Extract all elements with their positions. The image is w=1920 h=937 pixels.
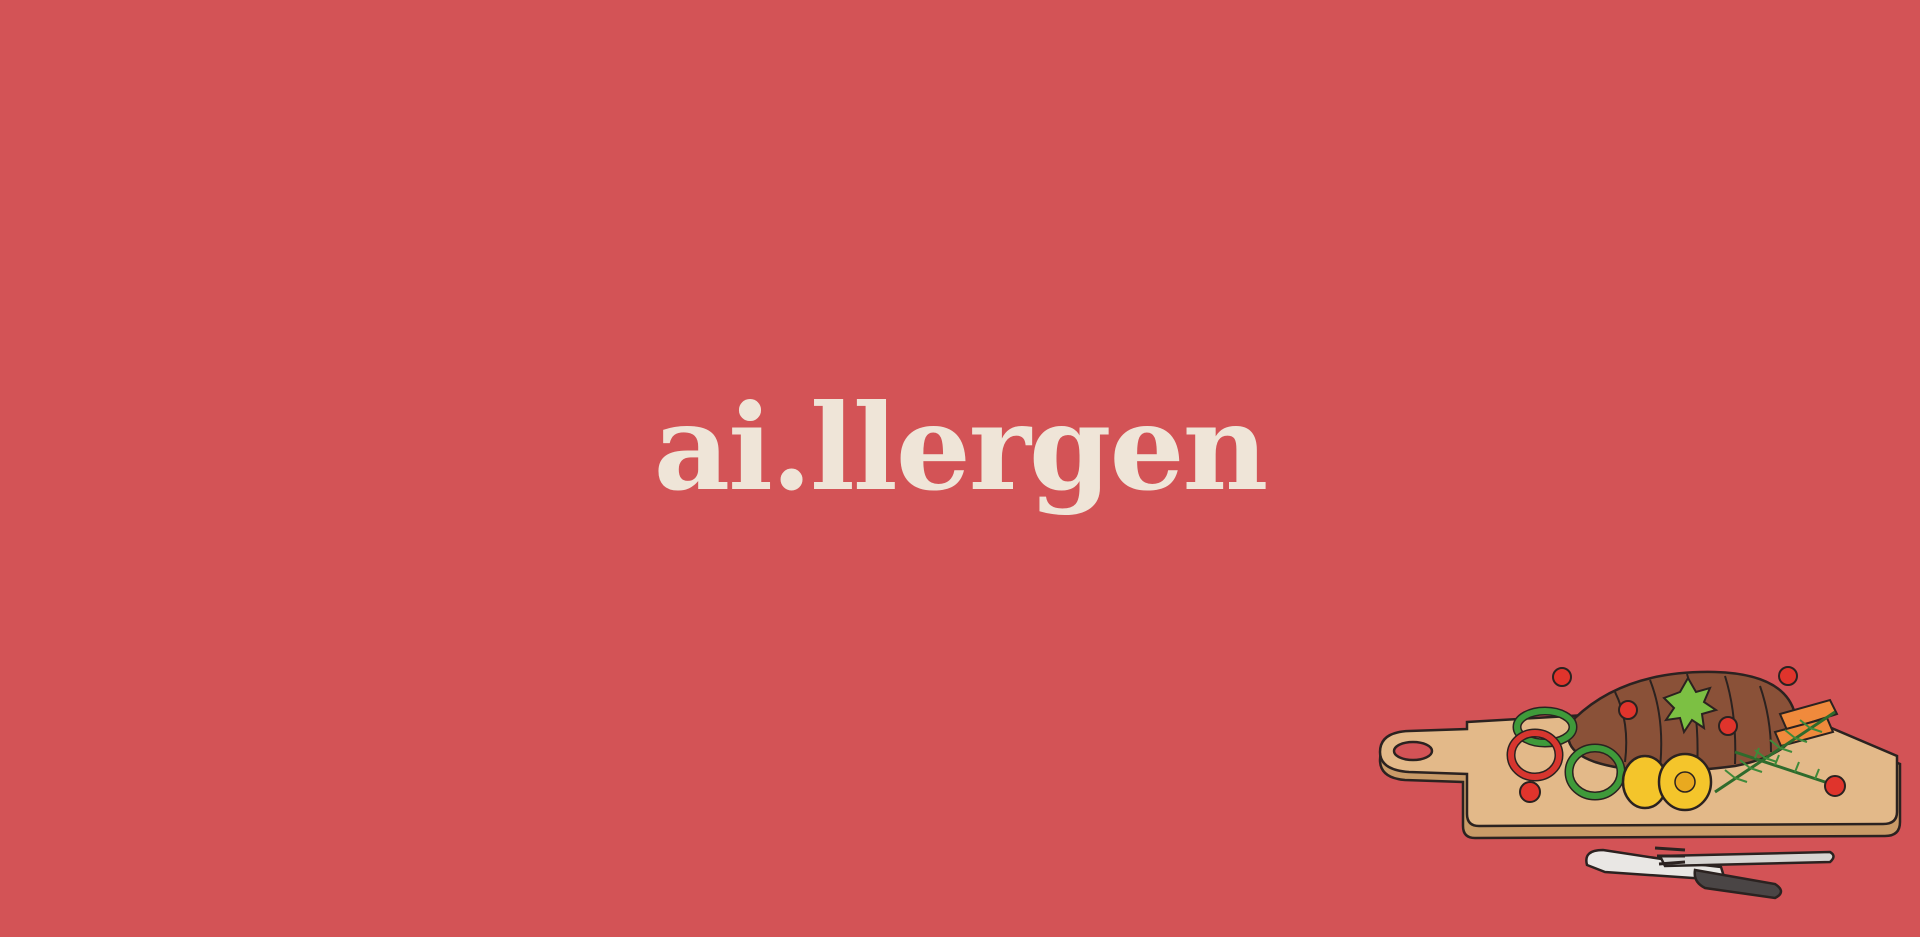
app-logo: ai.llergen xyxy=(653,378,1269,517)
knife-fork-icon xyxy=(1585,846,1835,900)
cutting-board-steak-icon xyxy=(1378,666,1902,900)
